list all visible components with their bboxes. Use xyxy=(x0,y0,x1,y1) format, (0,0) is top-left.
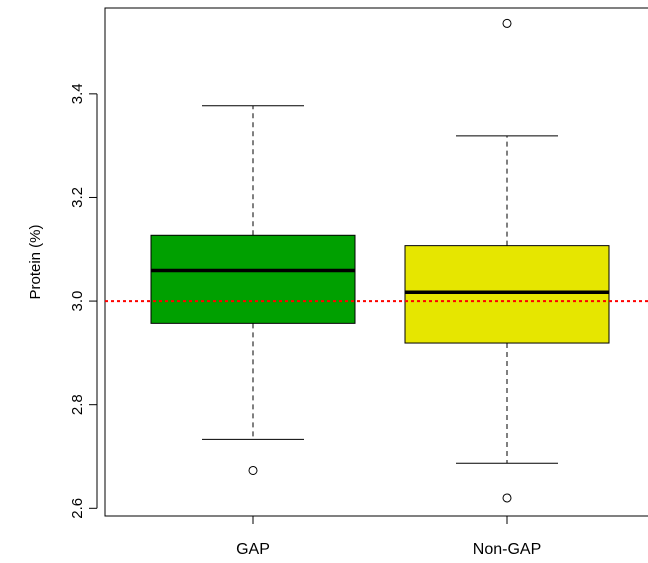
y-tick-label: 3.4 xyxy=(69,83,86,104)
boxes-layer xyxy=(150,18,610,503)
x-tick-label: GAP xyxy=(236,541,270,558)
box-group-gap xyxy=(150,105,356,475)
outlier-point xyxy=(502,18,512,28)
box-body xyxy=(404,245,610,344)
y-tick-label: 2.6 xyxy=(69,498,86,519)
x-tick-label: Non-GAP xyxy=(473,541,541,558)
outlier-point xyxy=(502,493,512,503)
box-group-non-gap xyxy=(404,18,610,503)
y-axis: 2.6 2.8 3.0 3.2 3.4 xyxy=(69,83,98,519)
box-body xyxy=(150,234,356,324)
y-axis-title: Protein (%) xyxy=(27,224,44,299)
y-tick-label: 2.8 xyxy=(69,394,86,415)
x-axis: GAP Non-GAP xyxy=(236,515,541,558)
y-tick-label: 3.0 xyxy=(69,291,86,312)
outlier-point xyxy=(248,465,258,475)
y-tick-label: 3.2 xyxy=(69,187,86,208)
